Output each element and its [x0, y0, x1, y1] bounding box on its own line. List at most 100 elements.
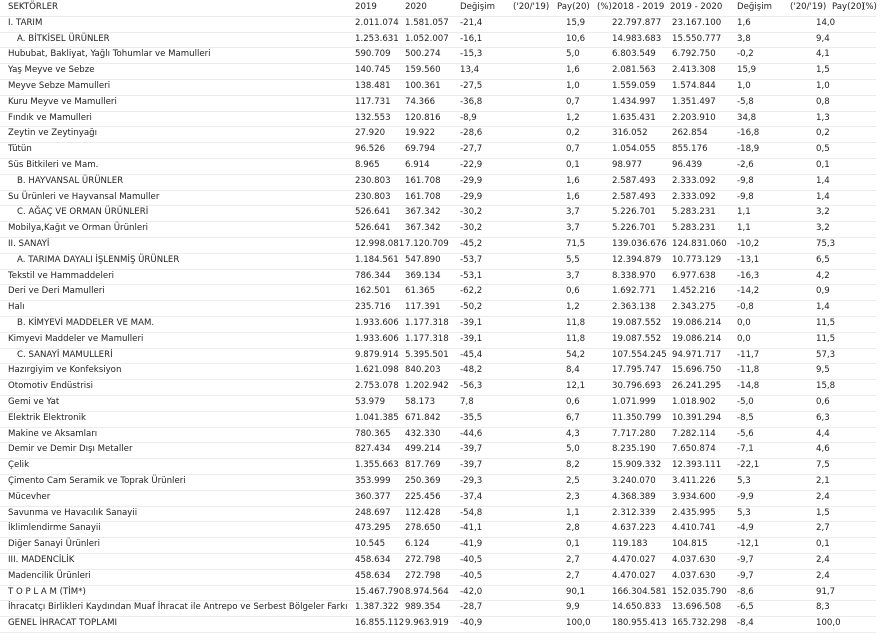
cell-value: -15,3 [460, 49, 483, 60]
cell-value: 12.998.081 [355, 239, 405, 249]
cell-value: 2.753.078 [355, 381, 399, 392]
cell-value: 16.855.112 [355, 618, 405, 629]
cell-value: 3,2 [816, 207, 830, 218]
cell-value: 250.369 [405, 476, 441, 486]
sector-name: Hazırgiyim ve Konfeksiyon [8, 365, 122, 376]
cell-value: 7.717.280 [612, 428, 656, 439]
cell-value: -22,9 [460, 160, 483, 170]
cell-value: -5,8 [737, 96, 754, 107]
cell-value: 4,2 [816, 270, 830, 281]
cell-value: 54,2 [566, 349, 586, 360]
sector-name: A. BİTKİSEL ÜRÜNLER [17, 33, 110, 44]
cell-value: 7.650.874 [672, 444, 716, 455]
cell-value: 786.344 [355, 270, 391, 281]
cell-value: 30.796.693 [612, 381, 662, 392]
cell-value: 1.355.663 [355, 460, 399, 471]
cell-value: 526.641 [355, 223, 391, 234]
cell-value: -40,5 [460, 570, 483, 581]
cell-value: 6.124 [405, 539, 430, 550]
table-row: Mobilya,Kağıt ve Orman Ürünleri 526.641 36… [0, 221, 876, 238]
cell-value: 6,5 [816, 254, 830, 265]
cell-value: 1,2 [566, 112, 580, 123]
cell-value: -27,5 [460, 81, 483, 91]
cell-value: 100,0 [816, 618, 841, 629]
cell-value: 1,1 [737, 207, 751, 218]
cell-value: 4.470.027 [612, 570, 656, 581]
cell-value: 8.235.190 [612, 444, 656, 455]
cell-value: -9,8 [737, 191, 754, 202]
cell-value: 473.295 [355, 523, 391, 534]
cell-value: 840.203 [405, 365, 441, 376]
cell-value: 15.550.777 [672, 33, 722, 44]
cell-value: 1.184.561 [355, 254, 399, 265]
header-cell: Değişim [737, 2, 772, 12]
cell-value: -27,7 [460, 144, 483, 155]
sector-name: Madencilik Ürünleri [8, 570, 91, 581]
cell-value: 8.974.564 [405, 586, 449, 597]
cell-value: 2,5 [566, 476, 580, 486]
cell-value: 12.394.879 [612, 254, 662, 265]
cell-value: 140.745 [355, 65, 391, 76]
cell-value: 2,8 [566, 523, 580, 534]
sector-name: Elektrik Elektronik [8, 412, 86, 423]
cell-value: 4.037.630 [672, 570, 716, 581]
sector-name: Kuru Meyve ve Mamulleri [8, 96, 117, 107]
cell-value: -5,6 [737, 428, 754, 439]
table-row: Zeytin ve Zeytinyağı 27.920 19.922 -28,6 0,2… [0, 126, 876, 144]
cell-value: 94.971.717 [672, 349, 722, 360]
cell-value: 13.696.508 [672, 602, 722, 613]
cell-value: 19.086.214 [672, 333, 722, 344]
cell-value: 96.526 [355, 144, 386, 155]
cell-value: 2.011.074 [355, 17, 399, 28]
cell-value: 159.560 [405, 65, 441, 76]
cell-value: 11.350.799 [612, 412, 662, 423]
cell-value: -30,2 [460, 207, 483, 218]
cell-value: 3,8 [737, 33, 751, 44]
header-cell: ('20/'19) [513, 2, 550, 12]
header-cell: ('20/'19) [790, 2, 827, 12]
cell-value: 1,4 [816, 302, 830, 313]
cell-value: -18,9 [737, 144, 760, 155]
cell-value: 1.052.007 [405, 33, 449, 44]
cell-value: -9,7 [737, 570, 754, 581]
cell-value: 15.909.332 [612, 460, 662, 471]
cell-value: 1.253.631 [355, 33, 399, 44]
sector-name: Mücevher [8, 491, 51, 502]
sector-name: Demir ve Demir Dışı Metaller [8, 444, 133, 455]
cell-value: 0,5 [816, 144, 830, 155]
cell-value: 4.470.027 [612, 555, 656, 565]
cell-value: -40,9 [460, 618, 483, 629]
cell-value: 1.018.902 [672, 397, 716, 407]
header-cell: Pay(20) [832, 2, 865, 12]
cell-value: -0,8 [737, 302, 754, 313]
cell-value: 8.338.970 [612, 270, 656, 281]
table-row: Hububat, Bakliyat, Yağlı Tohumlar ve Mam… [0, 47, 876, 65]
cell-value: 1.387.322 [355, 602, 399, 613]
cell-value: 360.377 [355, 491, 391, 502]
cell-value: 1.351.497 [672, 96, 716, 107]
sector-name: C. AĞAÇ VE ORMAN ÜRÜNLERİ [17, 207, 149, 218]
table-row: Savunma ve Havacılık Sanayii 248.697 112.4… [0, 506, 876, 523]
header-cell: Pay(20) [557, 2, 590, 12]
header-cell: 2018 - 2019 [612, 2, 665, 12]
table-row: II. SANAYİ 12.998.081 7.120.709 -45,2 71,5 13… [0, 237, 876, 254]
cell-value: -28,6 [460, 128, 483, 139]
sector-name: Meyve Sebze Mamulleri [8, 81, 111, 91]
cell-value: -16,8 [737, 128, 760, 139]
table-row: GENEL İHRACAT TOPLAMI 16.855.112 9.963.919… [0, 616, 876, 633]
cell-value: 369.134 [405, 270, 441, 281]
cell-value: -9,8 [737, 175, 754, 186]
cell-value: 10.545 [355, 539, 386, 550]
cell-value: 1.071.999 [612, 397, 656, 407]
cell-value: -9,9 [737, 491, 754, 502]
cell-value: -14,2 [737, 286, 760, 297]
cell-value: 0,2 [566, 128, 580, 139]
table-row: Tütün 96.526 69.794 -27,7 0,7 1.054.055 855.17… [0, 142, 876, 159]
cell-value: -0,2 [737, 49, 754, 60]
sector-name: B. HAYVANSAL ÜRÜNLER [17, 175, 124, 186]
cell-value: 1.635.431 [612, 112, 656, 123]
table-row: Elektrik Elektronik 1.041.385 671.842 -35,5… [0, 411, 876, 428]
cell-value: 1,5 [816, 507, 830, 518]
cell-value: -13,1 [737, 254, 760, 265]
